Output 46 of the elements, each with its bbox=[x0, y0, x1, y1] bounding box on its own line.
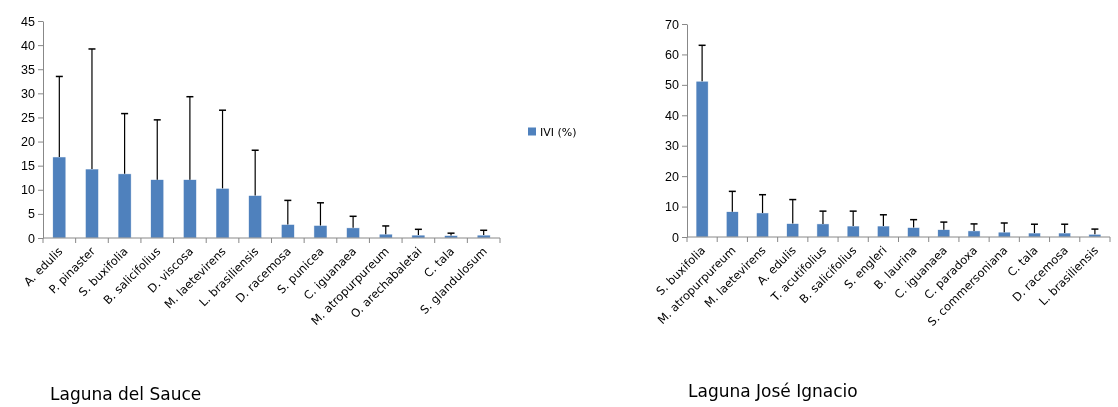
y-tick-label: 0 bbox=[672, 230, 680, 245]
y-tick-label: 20 bbox=[21, 135, 36, 150]
legend-label: IVI (%) bbox=[540, 125, 577, 139]
bar bbox=[907, 227, 920, 238]
bar bbox=[937, 229, 951, 238]
bar bbox=[786, 223, 800, 238]
y-tick-label: 45 bbox=[21, 14, 36, 29]
y-tick-label: 35 bbox=[21, 62, 36, 77]
bar bbox=[695, 80, 709, 238]
bar bbox=[816, 223, 830, 238]
bar bbox=[411, 234, 426, 239]
bar bbox=[1028, 232, 1041, 238]
bar bbox=[997, 231, 1011, 238]
y-tick-label: 30 bbox=[21, 86, 36, 101]
y-tick-label: 50 bbox=[665, 78, 680, 93]
y-tick-label: 0 bbox=[28, 231, 36, 246]
y-tick-label: 60 bbox=[665, 47, 680, 62]
text: Laguna del Sauce bbox=[50, 384, 202, 404]
bar bbox=[1058, 232, 1071, 238]
bar bbox=[378, 233, 393, 239]
bar bbox=[248, 195, 262, 239]
bar bbox=[967, 230, 981, 238]
bar bbox=[877, 225, 890, 238]
bar bbox=[85, 168, 99, 239]
bar bbox=[117, 173, 132, 239]
bar bbox=[52, 156, 67, 239]
y-tick-label: 10 bbox=[665, 200, 680, 215]
text: Laguna José Ignacio bbox=[688, 381, 858, 401]
y-tick-label: 40 bbox=[665, 108, 680, 123]
y-tick-label: 10 bbox=[21, 183, 36, 198]
y-tick-label: 15 bbox=[21, 159, 36, 174]
bar bbox=[346, 227, 360, 239]
bar bbox=[281, 224, 295, 239]
bar bbox=[726, 211, 739, 238]
bar bbox=[183, 179, 197, 239]
bar bbox=[150, 179, 165, 239]
bar bbox=[215, 188, 230, 239]
bar bbox=[846, 225, 860, 238]
y-tick-label: 25 bbox=[21, 110, 36, 125]
bar bbox=[313, 225, 328, 239]
y-tick-label: 20 bbox=[665, 169, 680, 184]
y-tick-label: 30 bbox=[665, 139, 680, 154]
y-tick-label: 70 bbox=[665, 17, 680, 32]
y-tick-label: 5 bbox=[28, 207, 36, 222]
bar bbox=[756, 212, 769, 238]
y-tick-label: 40 bbox=[21, 38, 36, 53]
